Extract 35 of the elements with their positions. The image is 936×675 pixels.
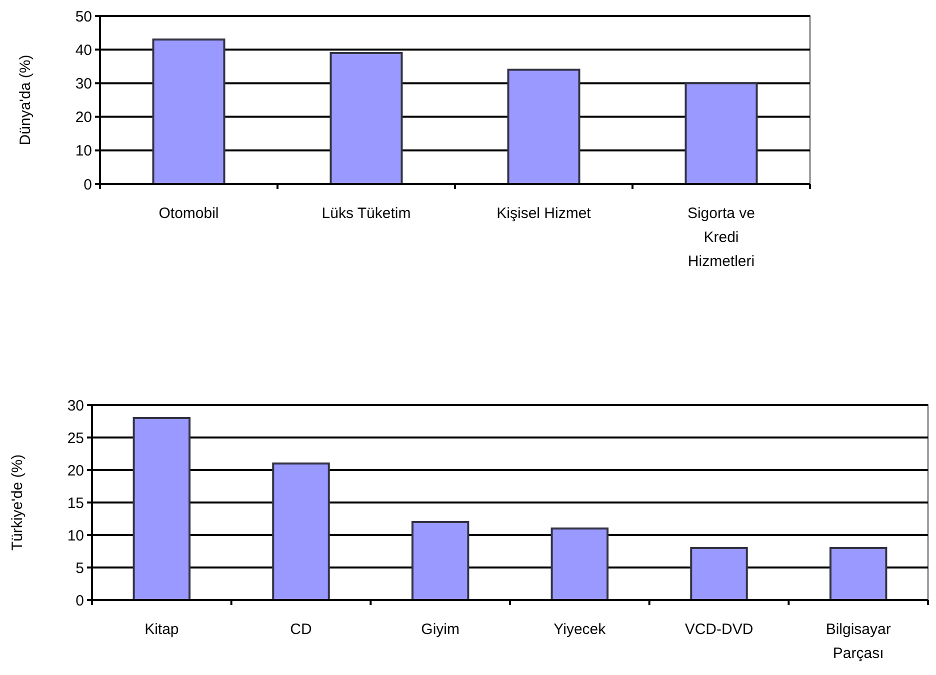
bar <box>132 417 191 601</box>
bar <box>507 68 580 185</box>
y-axis-title: Dünya'da (%) <box>17 54 34 146</box>
y-tick-label: 20 <box>67 462 84 480</box>
y-tick-label: 30 <box>75 75 92 92</box>
y-tick-label: 10 <box>67 527 84 544</box>
x-tick-label: Bilgisayar Parçası <box>826 621 891 662</box>
bar <box>330 52 403 185</box>
x-tick-label: Giyim <box>421 621 460 638</box>
y-tick-label: 50 <box>75 8 92 26</box>
x-tick-label: Yiyecek <box>554 621 606 638</box>
y-axis-title: Türkiye'de (%) <box>9 454 26 551</box>
y-tick-label: 20 <box>75 109 92 126</box>
bar <box>829 547 888 601</box>
x-tick-label: Sigorta ve Kredi Hizmetleri <box>687 205 756 270</box>
x-tick-label: Otomobil <box>158 205 219 222</box>
x-tick-label: Kişisel Hizmet <box>496 205 592 222</box>
x-tick-label: Kitap <box>144 621 179 638</box>
y-tick-label: 10 <box>75 142 92 160</box>
y-tick-label: 40 <box>75 42 92 59</box>
bar <box>690 547 748 601</box>
y-tick-label: 0 <box>84 176 92 194</box>
x-tick-label: CD <box>290 621 312 638</box>
bar <box>684 82 758 185</box>
y-tick-label: 0 <box>76 592 84 610</box>
bar <box>152 38 226 185</box>
x-tick-label: VCD-DVD <box>684 621 754 638</box>
y-tick-label: 15 <box>67 494 84 512</box>
y-tick-label: 30 <box>67 397 84 414</box>
bar <box>272 462 330 601</box>
y-tick-label: 25 <box>67 430 84 447</box>
y-tick-label: 5 <box>76 560 84 577</box>
bar <box>411 521 470 601</box>
x-tick-label: Lüks Tüketim <box>322 205 411 222</box>
bar <box>550 528 609 601</box>
